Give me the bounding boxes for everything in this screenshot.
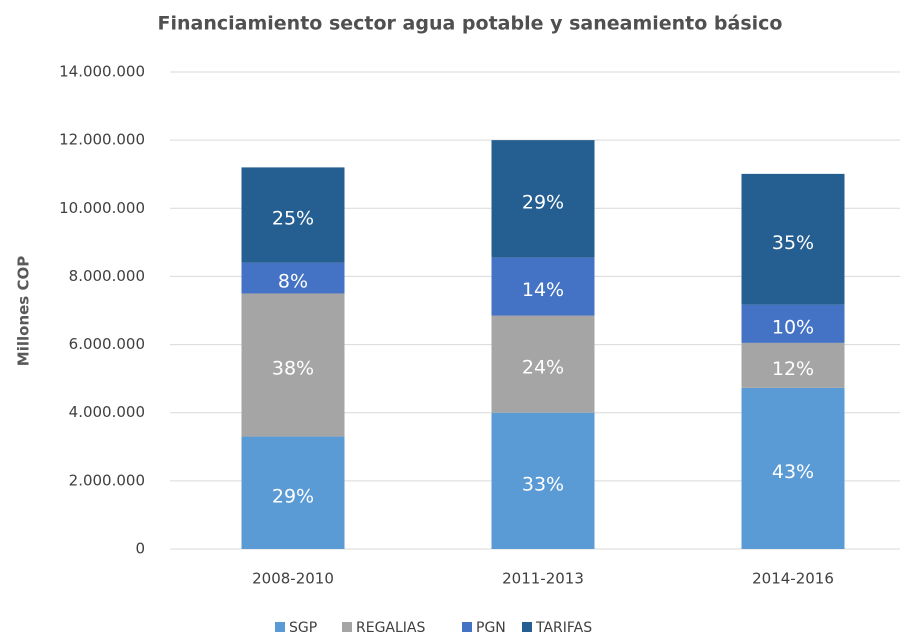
data-label: 35%	[772, 232, 814, 254]
y-tick-label: 12.000.000	[59, 131, 145, 149]
legend-label: TARIFAS	[535, 620, 592, 636]
legend-swatch	[462, 622, 472, 632]
bar-segment	[741, 342, 845, 388]
data-label: 25%	[272, 208, 314, 230]
data-label: 8%	[278, 271, 308, 293]
bar-segment	[491, 315, 595, 413]
legend-label: SGP	[289, 620, 317, 636]
chart-title: Financiamiento sector agua potable y san…	[158, 13, 783, 35]
y-axis-title: Millones COP	[15, 256, 33, 366]
data-label: 38%	[272, 358, 314, 380]
data-label: 33%	[522, 473, 564, 495]
legend-swatch	[275, 622, 285, 632]
y-tick-label: 8.000.000	[69, 267, 145, 285]
data-label: 29%	[272, 485, 314, 507]
bar-segment	[491, 412, 595, 549]
legend-label: PGN	[476, 620, 506, 636]
x-tick-label: 2014-2016	[752, 570, 834, 588]
y-tick-label: 0	[135, 540, 145, 558]
bar-segment	[241, 167, 345, 263]
legend-swatch	[342, 622, 352, 632]
data-label: 10%	[772, 316, 814, 338]
x-tick-label: 2011-2013	[502, 570, 584, 588]
legend-swatch	[522, 622, 532, 632]
bar-segment	[241, 293, 345, 437]
y-tick-label: 14.000.000	[59, 63, 145, 81]
bar-segment	[491, 257, 595, 316]
x-tick-label: 2008-2010	[252, 570, 334, 588]
data-label: 14%	[522, 279, 564, 301]
bar-segment	[741, 304, 845, 343]
y-tick-label: 10.000.000	[59, 199, 145, 217]
bar-segment	[741, 387, 845, 549]
y-tick-label: 4.000.000	[69, 403, 145, 421]
bar-segment	[241, 436, 345, 549]
bar-segment	[241, 262, 345, 294]
data-label: 12%	[772, 358, 814, 380]
bar-segment	[491, 140, 595, 258]
data-label: 43%	[772, 461, 814, 483]
data-label: 24%	[522, 357, 564, 379]
y-tick-label: 2.000.000	[69, 471, 145, 489]
y-tick-label: 6.000.000	[69, 335, 145, 353]
bar-segment	[741, 173, 845, 305]
legend-label: REGALIAS	[356, 620, 426, 636]
data-label: 29%	[522, 191, 564, 213]
